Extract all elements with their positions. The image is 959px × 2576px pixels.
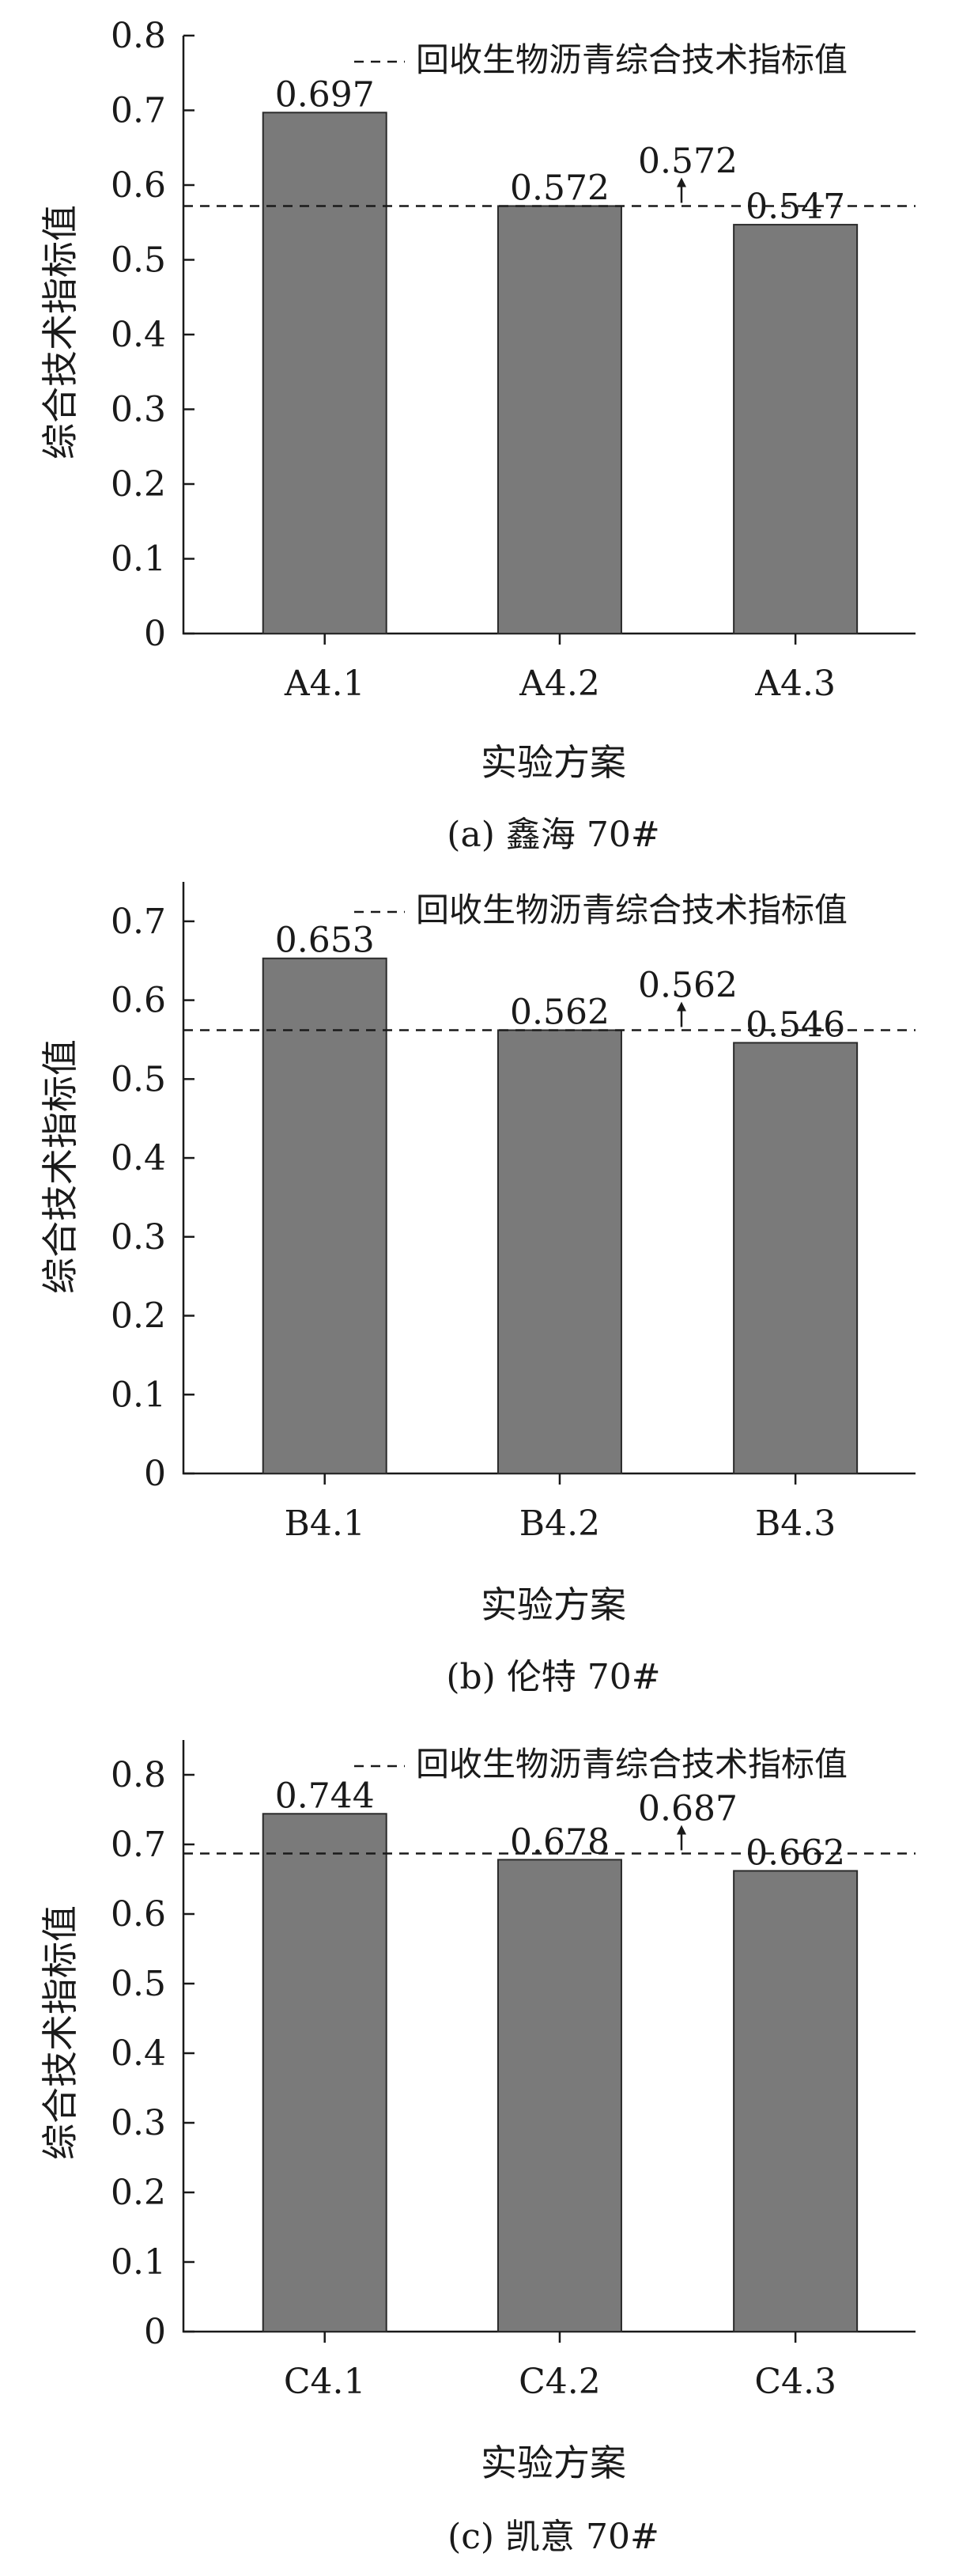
y-tick-label: 0.1: [111, 2242, 166, 2283]
chart-panel-b: 综合技术指标值 实验方案 (b) 伦特 70# 回收生物沥青综合技术指标值 0 0…: [39, 882, 916, 1697]
chart-panel-c: 综合技术指标值 实验方案 (c) 凯意 70# 回收生物沥青综合技术指标值 0 0…: [39, 1740, 916, 2557]
bar-value-label: 0.678: [510, 1821, 610, 1862]
reference-value-label: 0.687: [638, 1788, 738, 1829]
y-tick-label: 0.1: [111, 539, 166, 580]
bar-value-label: 0.547: [746, 187, 845, 227]
reference-arrow-head: [677, 177, 686, 187]
bar: [262, 1813, 387, 2332]
bar-value-label: 0.653: [275, 921, 375, 961]
y-tick-label: 0: [144, 614, 166, 654]
y-tick-label: 0.3: [111, 1217, 166, 1258]
bar: [262, 957, 387, 1474]
reference-legend-label: 回收生物沥青综合技术指标值: [416, 891, 848, 929]
x-axis-label: 实验方案: [481, 2442, 626, 2484]
x-tick-label: A4.3: [754, 664, 836, 704]
x-tick-label: C4.1: [284, 2362, 366, 2402]
reference-legend-label: 回收生物沥青综合技术指标值: [416, 40, 848, 79]
bar: [733, 1042, 859, 1475]
bar-value-label: 0.546: [746, 1004, 845, 1045]
y-tick-label: 0.2: [111, 464, 166, 505]
bar-value-label: 0.697: [275, 74, 375, 115]
y-axis-label: 综合技术指标值: [39, 1039, 81, 1294]
y-tick-label: 0.6: [111, 1894, 166, 1935]
y-tick-label: 0.4: [111, 1138, 166, 1178]
y-tick-label: 0.5: [111, 240, 166, 281]
reference-legend-label: 回收生物沥青综合技术指标值: [416, 1745, 848, 1784]
x-tick-label: A4.2: [519, 664, 600, 704]
bar-value-label: 0.562: [510, 992, 610, 1032]
x-tick-label: C4.3: [754, 2362, 836, 2402]
chart-caption: (b) 伦特 70#: [446, 1657, 660, 1697]
y-tick-label: 0.2: [111, 1296, 166, 1337]
bar: [496, 1859, 622, 2333]
y-tick-label: 0: [144, 2312, 166, 2352]
y-tick-label: 0.7: [111, 91, 166, 131]
reference-value-label: 0.562: [638, 965, 738, 1005]
chart-caption: (c) 凯意 70#: [447, 2517, 659, 2557]
y-tick-label: 0: [144, 1454, 166, 1494]
y-tick-label: 0.5: [111, 1059, 166, 1099]
bar-value-label: 0.662: [746, 1833, 845, 1873]
x-tick-label: A4.1: [284, 664, 365, 704]
chart-caption: (a) 鑫海 70#: [447, 815, 659, 855]
x-axis-label: 实验方案: [481, 741, 626, 784]
bar-value-label: 0.744: [275, 1776, 375, 1816]
y-tick-label: 0.7: [111, 902, 166, 942]
y-tick-label: 0.3: [111, 390, 166, 430]
y-tick-label: 0.8: [111, 1755, 166, 1795]
reference-arrow-head: [677, 1825, 686, 1835]
y-tick-label: 0.8: [111, 16, 166, 56]
x-axis-label: 实验方案: [481, 1583, 626, 1626]
bar: [262, 112, 387, 634]
y-axis-label: 综合技术指标值: [39, 1905, 81, 2160]
y-tick-label: 0.4: [111, 2033, 166, 2074]
y-tick-label: 0.4: [111, 315, 166, 355]
y-tick-label: 0.3: [111, 2103, 166, 2143]
y-axis-label: 综合技术指标值: [39, 205, 81, 460]
bar: [496, 205, 622, 634]
bar: [496, 1029, 622, 1474]
y-tick-label: 0.2: [111, 2173, 166, 2213]
reference-value-label: 0.572: [638, 141, 738, 181]
x-tick-label: B4.2: [519, 1504, 600, 1544]
bar-value-label: 0.572: [510, 168, 610, 208]
x-tick-label: B4.3: [755, 1504, 836, 1544]
bar: [733, 224, 859, 634]
y-tick-label: 0.5: [111, 1964, 166, 2004]
y-tick-label: 0.6: [111, 165, 166, 206]
y-tick-label: 0.1: [111, 1375, 166, 1415]
bar: [733, 1870, 859, 2332]
y-tick-label: 0.6: [111, 981, 166, 1021]
x-tick-label: B4.1: [285, 1504, 365, 1544]
x-tick-label: C4.2: [519, 2362, 601, 2402]
chart-panel-a: 综合技术指标值 实验方案 (a) 鑫海 70# 回收生物沥青综合技术指标值 0 0…: [39, 16, 916, 855]
reference-arrow-head: [677, 1001, 686, 1012]
y-tick-label: 0.7: [111, 1825, 166, 1865]
